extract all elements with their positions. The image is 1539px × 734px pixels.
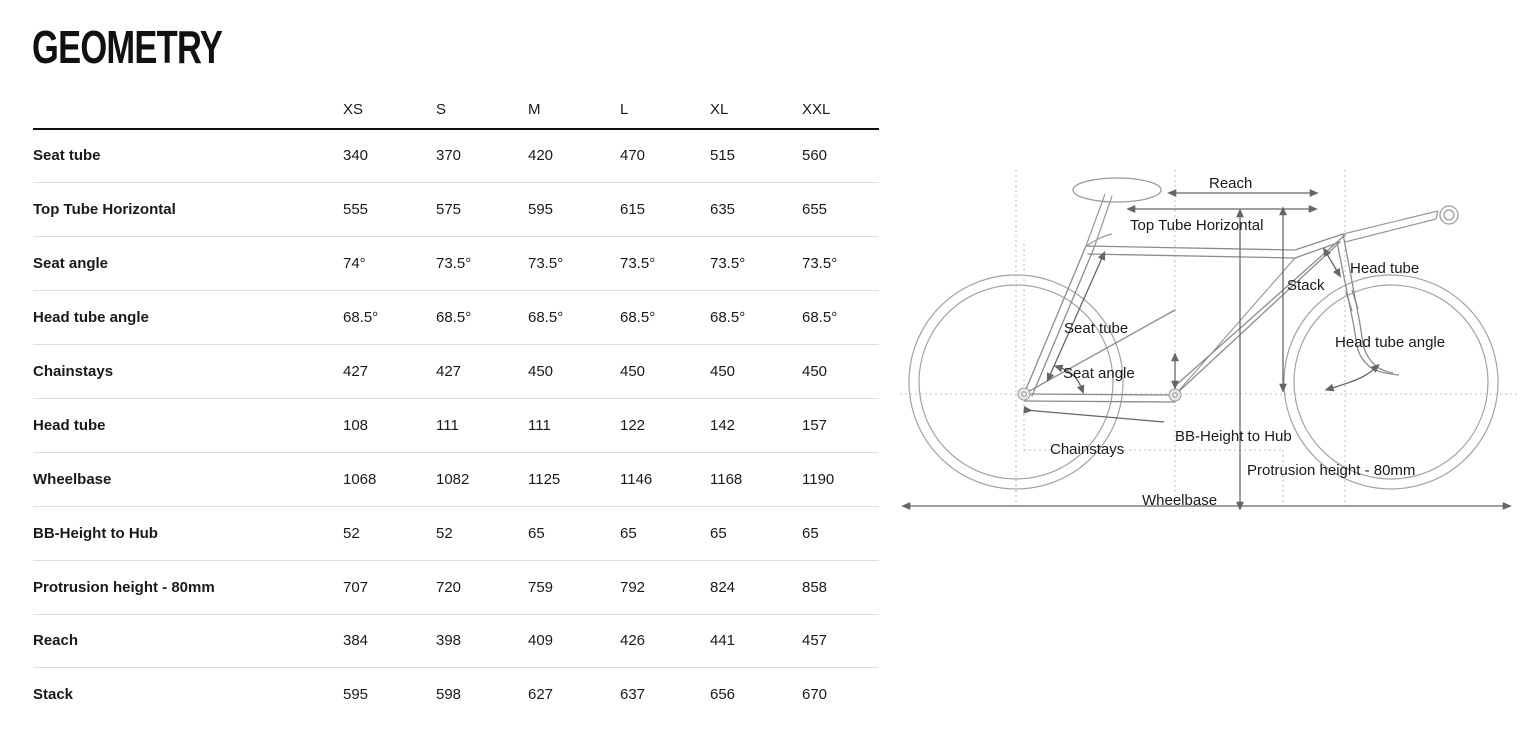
svg-text:Head tube angle: Head tube angle [1335,334,1445,351]
svg-text:Head tube: Head tube [1350,260,1419,277]
svg-text:Top Tube Horizontal: Top Tube Horizontal [1130,217,1263,234]
svg-text:Protrusion height - 80mm: Protrusion height - 80mm [1247,462,1415,479]
svg-text:Wheelbase: Wheelbase [1142,492,1217,509]
svg-text:Stack: Stack [1287,277,1325,294]
svg-text:Seat tube: Seat tube [1064,320,1128,337]
svg-text:Reach: Reach [1209,175,1252,192]
svg-text:Seat angle: Seat angle [1063,365,1135,382]
svg-text:BB-Height to Hub: BB-Height to Hub [1175,428,1292,445]
svg-text:Chainstays: Chainstays [1050,441,1124,458]
